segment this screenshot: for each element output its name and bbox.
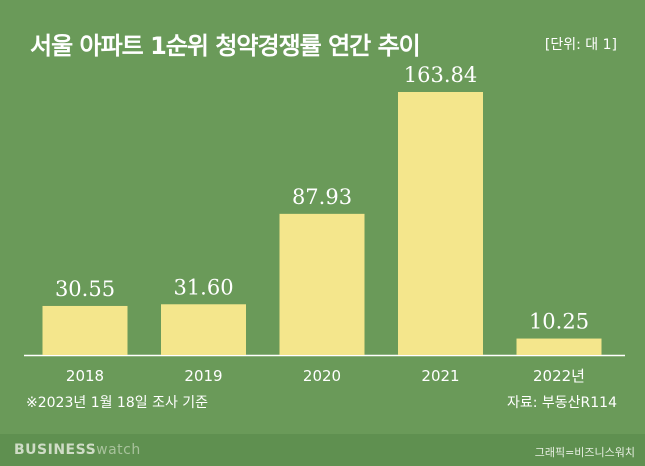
bar-2018 [42, 305, 128, 355]
survey-footnote: ※2023년 1월 18일 조사 기준 [26, 395, 209, 411]
graphic-credit: 그래픽=비즈니스워치 [534, 446, 635, 459]
bar-2019 [161, 304, 246, 355]
x-tick-label: 2020 [303, 367, 341, 385]
source-label: 자료: 부동산R114 [506, 395, 617, 411]
unit-label: [단위: 대 1] [544, 37, 617, 53]
x-tick-label: 2019 [184, 367, 222, 385]
bar-2022년 [516, 338, 602, 355]
x-tick-label: 2022년 [533, 367, 585, 385]
brand-logo: BUSINESSwatch [14, 442, 141, 458]
bar-2020 [279, 213, 365, 355]
bar-2021 [398, 92, 483, 355]
data-label: 10.25 [529, 310, 589, 334]
footer-bar [0, 434, 645, 466]
x-tick-label: 2018 [66, 367, 104, 385]
data-label: 87.93 [292, 185, 352, 209]
data-label: 163.84 [404, 63, 477, 87]
data-label: 30.55 [55, 277, 115, 301]
brand-logo-light: watch [96, 442, 141, 458]
chart-title: 서울 아파트 1순위 청약경쟁률 연간 추이 [30, 32, 421, 60]
x-tick-label: 2021 [421, 367, 459, 385]
brand-logo-bold: BUSINESS [14, 442, 97, 458]
data-label: 31.60 [173, 275, 233, 299]
